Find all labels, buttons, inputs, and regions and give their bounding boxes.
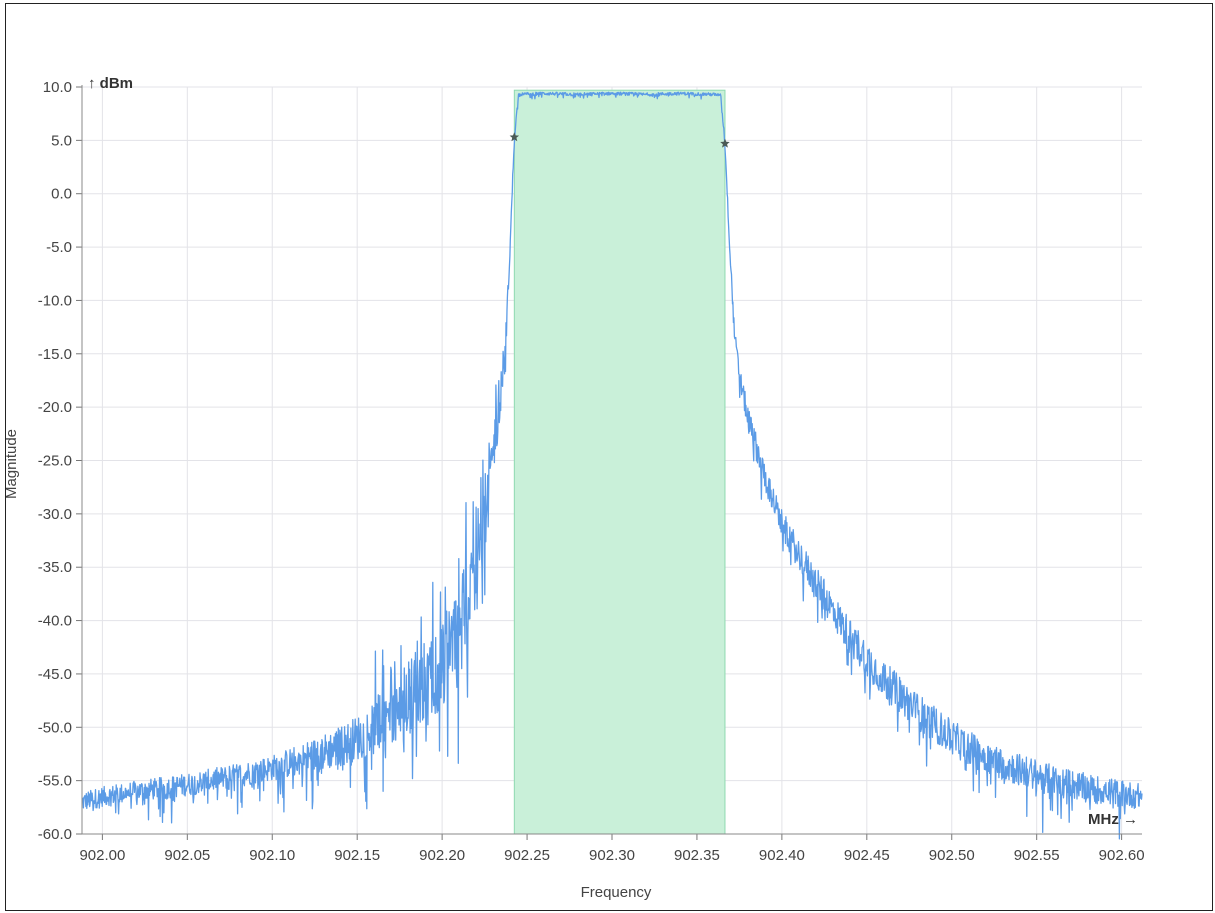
x-tick-label: 902.15 (334, 847, 380, 864)
y-unit-label: ↑ dBm (88, 75, 133, 92)
y-tick-label: -10.0 (38, 292, 72, 309)
y-tick-label: -30.0 (38, 506, 72, 523)
passband-rect (513, 89, 726, 835)
x-tick-label: 902.55 (1014, 847, 1060, 864)
labels: ↑ dBm MHz → Frequency Magnitude (6, 75, 1138, 901)
spectrum-chart: 10.0 5.0 0.0 -5.0 -10.0 -15.0 -20.0 -25.0 -30.0 -… (6, 75, 1145, 901)
y-tick-label: -5.0 (46, 239, 72, 256)
series-layer (81, 91, 1143, 840)
x-tick-label: 902.05 (164, 847, 210, 864)
x-tick-label: 902.60 (1099, 847, 1145, 864)
y-tick-label: 10.0 (43, 79, 72, 96)
x-tick-label: 902.20 (419, 847, 465, 864)
y-tick-label: -35.0 (38, 559, 72, 576)
y-tick-label: -55.0 (38, 773, 72, 790)
axes: 10.0 5.0 0.0 -5.0 -10.0 -15.0 -20.0 -25.0 -30.0 -… (38, 79, 1145, 864)
band-edge-marker (509, 132, 520, 142)
x-tick-label: 902.30 (589, 847, 635, 864)
x-tick-label: 902.50 (929, 847, 975, 864)
x-tick-label: 902.00 (79, 847, 125, 864)
x-unit-label: MHz → (1088, 811, 1138, 828)
x-tick-label: 902.10 (249, 847, 295, 864)
y-tick-label: -20.0 (38, 399, 72, 416)
markers (509, 132, 730, 148)
y-axis-title: Magnitude (6, 429, 20, 499)
x-axis-title: Frequency (581, 884, 652, 901)
y-tick-label: -50.0 (38, 719, 72, 736)
chart-frame: 10.0 5.0 0.0 -5.0 -10.0 -15.0 -20.0 -25.0 -30.0 -… (5, 3, 1213, 911)
y-tick-label: 0.0 (51, 186, 72, 203)
spectrum-trace (81, 91, 1143, 840)
y-tick-label: 5.0 (51, 132, 72, 149)
y-tick-label: -25.0 (38, 453, 72, 470)
x-tick-label: 902.35 (674, 847, 720, 864)
y-tick-label: -15.0 (38, 346, 72, 363)
x-tick-label: 902.45 (844, 847, 890, 864)
y-tick-label: -60.0 (38, 826, 72, 843)
y-tick-label: -40.0 (38, 613, 72, 630)
x-tick-label: 902.40 (759, 847, 805, 864)
band-edge-marker (720, 138, 730, 148)
passband-highlight (513, 89, 726, 835)
y-tick-label: -45.0 (38, 666, 72, 683)
x-tick-label: 902.25 (504, 847, 550, 864)
